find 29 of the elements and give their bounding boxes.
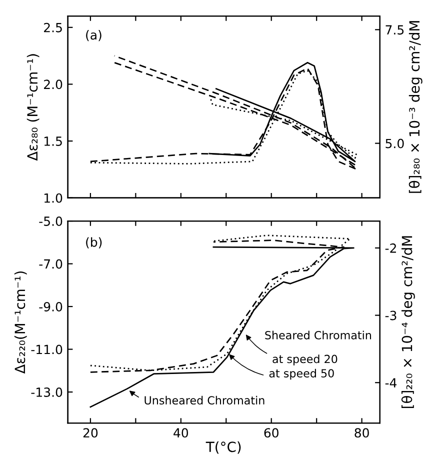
- y2-tick-label: -3: [385, 310, 396, 320]
- y-tick-label: 1.0: [44, 193, 62, 203]
- y-tick-label: -11.0: [31, 344, 62, 354]
- annotation: at speed 20: [272, 354, 338, 366]
- y-tick-label: -7.0: [39, 259, 62, 269]
- y2-axis-title: [θ]₂₂₀ × 10⁻⁴ deg cm²/dM: [401, 236, 415, 408]
- y-tick-label: 2.0: [44, 80, 62, 90]
- x-axis-title: T(°C): [206, 441, 241, 454]
- x-tick-label: 20: [83, 428, 98, 438]
- y2-tick-label: 5.0: [386, 138, 404, 148]
- x-tick-label: 80: [354, 428, 369, 438]
- annotation: Unsheared Chromatin: [144, 396, 264, 405]
- annotation: Sheared Chromatin: [265, 330, 372, 340]
- y-tick-label: 2.5: [44, 22, 62, 32]
- y-axis-title: Δε₂₈₀ (M⁻¹cm⁻¹): [26, 54, 40, 161]
- y-tick-label: -5.0: [39, 216, 62, 226]
- y-tick-label: -13.0: [31, 387, 62, 397]
- annotation: at speed 50: [269, 368, 334, 380]
- y-tick-label: 1.5: [44, 136, 62, 146]
- y2-tick-label: 7.5: [386, 25, 404, 35]
- annotation: (b): [86, 237, 102, 248]
- x-tick-label: 60: [264, 428, 278, 438]
- y2-tick-label: -4: [385, 378, 397, 388]
- annotation: (a): [86, 30, 102, 42]
- x-tick-label: 40: [174, 428, 188, 438]
- y2-axis-title: [θ]₂₈₀ × 10⁻³ deg cm²/dM: [408, 21, 422, 193]
- y2-tick-label: -2: [385, 243, 396, 253]
- y-axis-title: Δε₂₂₀(M⁻¹cm⁻¹): [14, 271, 27, 374]
- y-tick-label: -9.0: [39, 302, 62, 312]
